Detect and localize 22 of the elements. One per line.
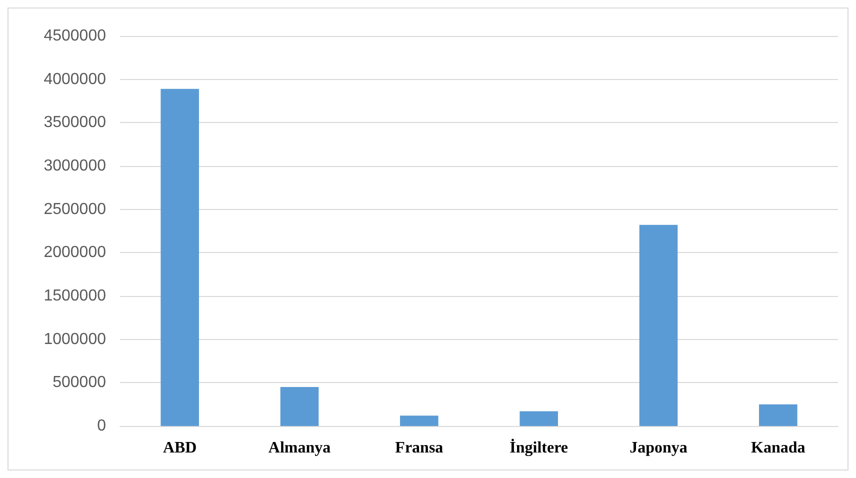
y-tick-label: 2000000 [44,244,106,262]
y-tick-label: 4000000 [44,70,106,88]
y-tick-label: 500000 [52,374,106,392]
bar [400,416,438,426]
x-tick-label: Almanya [268,440,331,456]
bar [759,404,798,426]
y-tick-label: 4500000 [44,28,106,44]
y-tick-label: 3000000 [44,158,106,174]
y-tick-label: 1000000 [44,330,106,348]
y-tick-label: 1500000 [44,288,106,304]
y-tick-label: 3500000 [44,114,106,132]
bar [280,387,319,426]
y-tick-label: 2500000 [44,200,106,218]
x-tick-label: Kanada [751,440,806,456]
bar [520,411,558,426]
x-tick-label: Fransa [395,440,444,456]
bar [639,224,678,426]
x-tick-label: ABD [162,440,197,456]
y-tick-label: 0 [97,418,106,434]
x-tick-label: İngiltere [510,438,568,456]
x-tick-label: Japonya [630,440,688,456]
bar [160,88,199,426]
